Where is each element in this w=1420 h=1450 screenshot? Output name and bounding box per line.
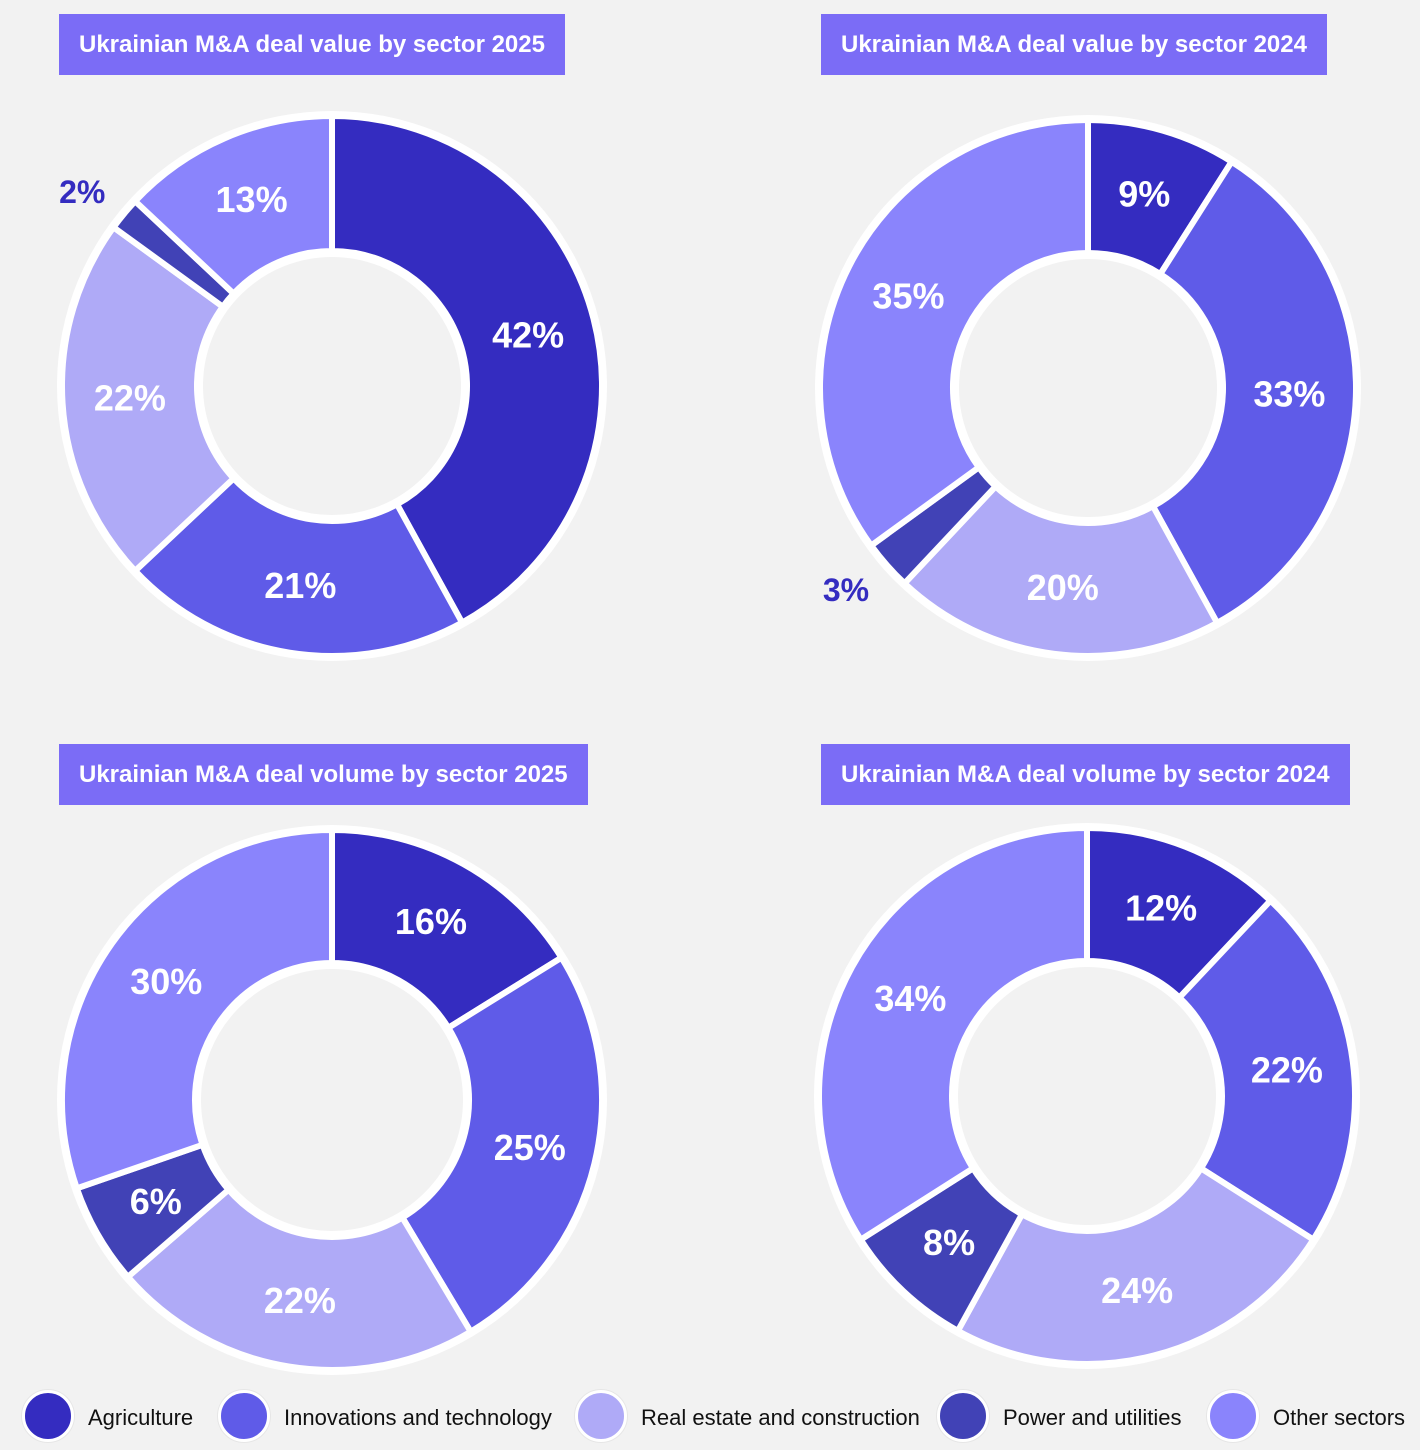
legend-swatch-other: [1207, 1390, 1259, 1442]
donut-chart-2: 16% 25% 22% 6% 30%: [57, 825, 607, 1375]
donut-chart-1: 9% 33% 20% 3% 35%: [815, 115, 1361, 661]
slice-other-sectors: [130, 112, 335, 298]
slice-real-estate-and-construction: [953, 1164, 1318, 1367]
chart-title-value-2025: Ukrainian M&A deal value by sector 2025: [59, 14, 565, 75]
data-label-agriculture: 42%: [492, 315, 564, 356]
slice-innovations-and-technology: [1148, 157, 1359, 627]
data-label-innovations-and-technology: 33%: [1253, 373, 1325, 414]
donut-chart-3: 12% 22% 24% 8% 34%: [814, 823, 1360, 1369]
donut-hole: [197, 251, 467, 521]
donut-hole: [952, 961, 1222, 1231]
data-label-agriculture: 9%: [1118, 174, 1170, 215]
legend-label: Agriculture: [88, 1405, 194, 1430]
donut-chart-0: 42% 21% 22% 2% 13%: [57, 111, 607, 661]
legend-label: Other sectors: [1273, 1405, 1406, 1430]
chart-title-value-2024: Ukrainian M&A deal value by sector 2024: [821, 14, 1327, 75]
slice-innovations-and-technology: [1175, 896, 1358, 1244]
legend-swatch-power: [937, 1390, 989, 1442]
data-label-innovations-and-technology: 22%: [1251, 1050, 1323, 1091]
donut-hole: [953, 253, 1223, 523]
slice-real-estate-and-construction: [59, 223, 238, 576]
data-label-power-and-utilities: 8%: [923, 1222, 975, 1263]
legend-swatch-innovations: [218, 1390, 270, 1442]
data-label-agriculture: 12%: [1125, 888, 1197, 929]
data-label-power-and-utilities: 6%: [130, 1181, 182, 1222]
slice-real-estate-and-construction: [900, 482, 1222, 659]
data-label-innovations-and-technology: 21%: [264, 565, 336, 606]
data-label-other-sectors: 13%: [216, 179, 288, 220]
slice-innovations-and-technology: [398, 953, 605, 1336]
slice-innovations-and-technology: [130, 474, 467, 659]
slice-other-sectors: [817, 116, 1091, 550]
donut-hole: [195, 963, 469, 1237]
data-label-other-sectors: 34%: [874, 978, 946, 1019]
data-label-real-estate-and-construction: 22%: [264, 1280, 336, 1321]
data-label-real-estate-and-construction: 22%: [94, 378, 166, 419]
slice-other-sectors: [59, 826, 335, 1193]
legend-swatch-real-estate: [575, 1390, 627, 1442]
data-label-power-and-utilities: 2%: [59, 174, 105, 210]
slice-real-estate-and-construction: [123, 1185, 475, 1373]
legend-label: Innovations and technology: [284, 1405, 552, 1430]
legend: Agriculture Innovations and technology R…: [22, 1386, 1420, 1446]
data-label-other-sectors: 35%: [872, 276, 944, 317]
data-label-agriculture: 16%: [395, 901, 467, 942]
data-label-power-and-utilities: 3%: [823, 572, 869, 608]
slice-other-sectors: [816, 824, 1090, 1244]
legend-swatch-agriculture: [22, 1390, 74, 1442]
legend-label: Power and utilities: [1003, 1405, 1182, 1430]
chart-title-volume-2024: Ukrainian M&A deal volume by sector 2024: [821, 744, 1350, 805]
data-label-innovations-and-technology: 25%: [494, 1127, 566, 1168]
chart-title-volume-2025: Ukrainian M&A deal volume by sector 2025: [59, 744, 588, 805]
legend-label: Real estate and construction: [641, 1405, 920, 1430]
data-label-real-estate-and-construction: 20%: [1027, 567, 1099, 608]
data-label-other-sectors: 30%: [130, 961, 202, 1002]
data-label-real-estate-and-construction: 24%: [1101, 1270, 1173, 1311]
